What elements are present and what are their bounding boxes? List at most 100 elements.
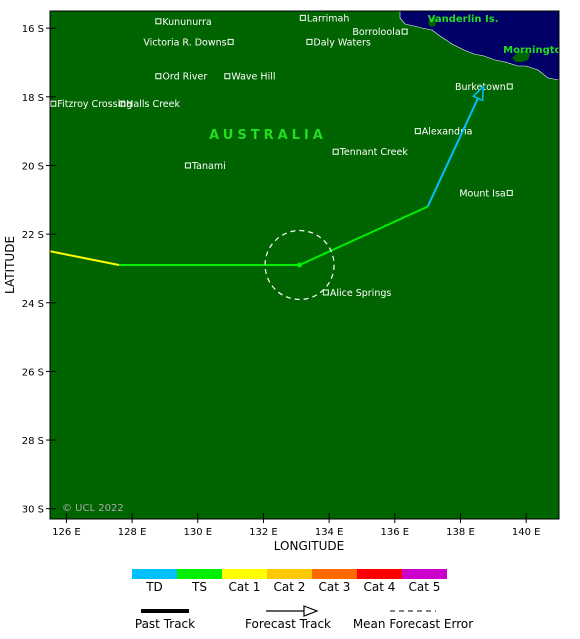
lon-tick-label: 134 E <box>315 527 344 538</box>
lon-tick-label: 136 E <box>381 527 410 538</box>
place-marker <box>401 28 408 35</box>
region-label: AUSTRALIA <box>209 128 327 143</box>
lon-tick-label: 140 E <box>512 527 541 538</box>
y-axis-title: LATITUDE <box>3 236 17 294</box>
place-alexandria: Alexandria <box>414 127 473 138</box>
place-label: Alexandria <box>422 127 473 138</box>
place-larrimah: Larrimah <box>299 13 350 24</box>
legend-forecast-track: Forecast Track <box>245 605 331 631</box>
legend-category-label: TD <box>145 580 163 594</box>
legend-past-track: Past Track <box>135 609 195 631</box>
place-borroloola: Borroloola <box>352 27 408 38</box>
lat-tick-label: 22 S <box>22 230 44 241</box>
place-marker <box>155 73 162 80</box>
place-marker <box>414 128 421 135</box>
place-label: Fitzroy Crossing <box>57 99 132 110</box>
forecast-track-label: Forecast Track <box>245 617 331 631</box>
legend-swatch <box>267 569 312 579</box>
place-marker <box>332 148 339 155</box>
lat-tick-label: 16 S <box>22 24 44 35</box>
past-track-segment <box>50 250 120 266</box>
place-label: Victoria R. Downs <box>143 37 226 48</box>
place-wave-hill: Wave Hill <box>224 72 275 83</box>
place-label: Kununurra <box>162 17 211 28</box>
place-marker <box>322 289 329 296</box>
place-label: Tanami <box>191 161 226 172</box>
mean-error-label: Mean Forecast Error <box>353 617 473 631</box>
place-marker <box>155 18 162 25</box>
place-alice-springs: Alice Springs <box>322 288 392 299</box>
place-ord-river: Ord River <box>155 72 207 83</box>
x-axis-title: LONGITUDE <box>274 539 344 553</box>
vanderlin-island <box>428 16 437 27</box>
place-burketown: Burketown <box>455 82 513 93</box>
lon-tick-label: 130 E <box>183 527 212 538</box>
water-label: Vanderlin Is. <box>428 14 499 25</box>
lat-tick-label: 18 S <box>22 93 44 104</box>
place-marker <box>184 162 191 169</box>
legend-swatch <box>312 569 357 579</box>
lon-tick-label: 128 E <box>118 527 147 538</box>
forecast-track-segment <box>426 86 485 208</box>
place-tanami: Tanami <box>184 161 226 172</box>
place-label: Larrimah <box>307 13 350 24</box>
place-tennant-creek: Tennant Creek <box>332 147 409 158</box>
mornington-island <box>512 50 530 62</box>
place-label: Mount Isa <box>459 188 505 199</box>
lon-tick-label: 132 E <box>249 527 278 538</box>
lat-tick-label: 26 S <box>22 367 44 378</box>
legend-swatch <box>132 569 177 579</box>
place-label: Daly Waters <box>313 37 371 48</box>
lon-tick-label: 138 E <box>446 527 475 538</box>
forecast-track-segment <box>299 205 429 266</box>
place-label: Borroloola <box>352 27 400 38</box>
plot-frame <box>49 10 560 520</box>
arrow-icon <box>303 605 319 617</box>
forecast-arrow-icon <box>472 84 485 102</box>
copyright-text: © UCL 2022 <box>62 503 124 514</box>
place-marker <box>299 14 306 21</box>
past-track-label: Past Track <box>135 617 195 631</box>
place-marker <box>119 100 126 107</box>
place-halls-creek: Halls Creek <box>119 99 180 110</box>
legend-category-label: Cat 3 <box>319 580 351 594</box>
legend-category-label: Cat 5 <box>409 580 441 594</box>
legend-swatch <box>222 569 267 579</box>
legend-category-label: TS <box>191 580 207 594</box>
gulf-of-carpentaria-water <box>399 11 559 81</box>
place-marker <box>506 83 513 90</box>
legend-swatch <box>177 569 222 579</box>
place-label: Ord River <box>162 72 207 83</box>
water-label: Mornington <box>503 45 568 56</box>
lat-tick-label: 24 S <box>22 299 44 310</box>
place-label: Halls Creek <box>126 99 180 110</box>
lat-tick-label: 20 S <box>22 161 44 172</box>
place-kununurra: Kununurra <box>155 17 212 28</box>
legend-category-label: Cat 4 <box>364 580 396 594</box>
place-marker <box>224 73 231 80</box>
lat-tick-label: 30 S <box>22 505 44 516</box>
longitude-tick-labels: 126 E 128 E 130 E 132 E 134 E 136 E 138 E 140 E <box>52 519 540 538</box>
mean-forecast-error-circle <box>264 229 335 301</box>
lon-tick-label: 126 E <box>52 527 81 538</box>
place-marker <box>50 100 57 107</box>
lat-tick-label: 28 S <box>22 436 44 447</box>
legend-swatch <box>357 569 402 579</box>
place-label: Tennant Creek <box>339 147 409 158</box>
legend-swatch <box>402 569 447 579</box>
axis-tick-marks <box>50 27 527 519</box>
place-mount-isa: Mount Isa <box>459 188 513 199</box>
place-marker <box>227 38 234 45</box>
legend-mean-error: Mean Forecast Error <box>353 610 473 631</box>
storm-track <box>50 84 485 301</box>
water-labels: Vanderlin Is. Mornington <box>428 14 568 56</box>
current-position-marker <box>297 262 303 268</box>
place-label: Alice Springs <box>330 288 392 299</box>
place-marker <box>306 38 313 45</box>
latitude-tick-labels: 16 S 18 S 20 S 22 S 24 S 26 S 28 S 30 S <box>22 24 50 516</box>
place-marker <box>506 189 513 196</box>
place-daly-waters: Daly Waters <box>306 37 371 48</box>
category-color-scale: TD TS Cat 1 Cat 2 Cat 3 Cat 4 Cat 5 <box>132 569 447 594</box>
